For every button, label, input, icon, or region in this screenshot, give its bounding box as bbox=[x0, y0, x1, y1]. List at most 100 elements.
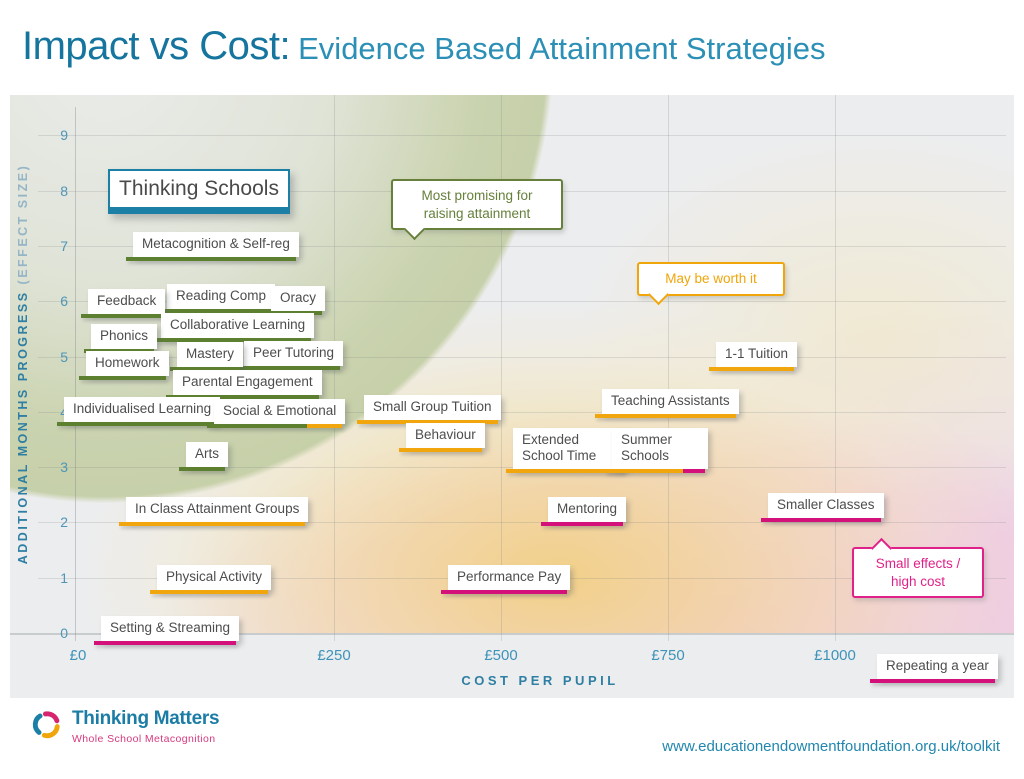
strategy-label-1-1-tuition: 1-1 Tuition bbox=[709, 342, 798, 371]
logo-name: Thinking Matters bbox=[72, 708, 220, 729]
y-tick-label: 1 bbox=[60, 569, 68, 586]
strategy-label-small-group-tuition: Small Group Tuition bbox=[357, 395, 501, 424]
y-tick-label: 9 bbox=[60, 127, 68, 144]
x-tick-label: £0 bbox=[69, 647, 87, 664]
callout-may-be-worth-it: May be worth it bbox=[637, 262, 785, 306]
strategy-underline bbox=[357, 419, 498, 424]
gridline-horizontal bbox=[38, 411, 1006, 413]
strategy-underline bbox=[79, 375, 166, 380]
callout-text-line: high cost bbox=[890, 573, 946, 589]
x-axis-label: COST PER PUPIL bbox=[461, 673, 619, 688]
strategy-underline bbox=[166, 394, 319, 399]
strategy-underline bbox=[207, 423, 343, 428]
callout-text-line: May be worth it bbox=[665, 271, 757, 286]
thinking-matters-logo-icon bbox=[32, 711, 60, 739]
y-tick-label: 2 bbox=[60, 514, 68, 531]
footer: Thinking Matters Whole School Metacognit… bbox=[0, 698, 1024, 779]
strategy-underline bbox=[399, 447, 482, 452]
y-tick-label: 6 bbox=[60, 293, 68, 310]
strategy-label-collaborative-learning: Collaborative Learning bbox=[154, 313, 315, 342]
strategy-label-repeating-a-year: Repeating a year bbox=[870, 654, 998, 683]
y-tick-label: 7 bbox=[60, 237, 68, 254]
gridline-vertical bbox=[668, 95, 669, 641]
strategy-underline bbox=[541, 521, 624, 526]
y-tick-label: 3 bbox=[60, 459, 68, 476]
strategy-underline bbox=[84, 348, 155, 353]
strategy-label-summer-schools: Summer Schools bbox=[605, 428, 708, 473]
strategy-label-feedback: Feedback bbox=[81, 289, 166, 318]
strategy-label-mastery: Mastery bbox=[170, 342, 244, 371]
gridline-horizontal bbox=[38, 522, 1006, 524]
gridline-vertical bbox=[501, 95, 502, 641]
strategy-underline bbox=[506, 468, 624, 473]
strategy-label-performance-pay: Performance Pay bbox=[441, 565, 571, 594]
toolkit-url-link[interactable]: www.educationendowmentfoundation.org.uk/… bbox=[662, 738, 1000, 755]
strategy-underline bbox=[709, 366, 795, 371]
y-axis-label-paren: (EFFECT SIZE) bbox=[16, 163, 30, 285]
strategy-label-behaviour: Behaviour bbox=[399, 423, 485, 452]
highlight-box-thinking-schools: Thinking Schools bbox=[108, 169, 290, 214]
y-axis-line bbox=[75, 107, 76, 641]
gridline-horizontal bbox=[38, 301, 1006, 303]
strategy-label-mentoring: Mentoring bbox=[541, 497, 627, 526]
callout-small-effects-high-cost: Small effects / high cost bbox=[852, 537, 984, 599]
gridline-horizontal bbox=[38, 245, 1006, 247]
strategy-label-reading-comp: Reading Comp bbox=[160, 284, 276, 313]
y-tick-label: 5 bbox=[60, 348, 68, 365]
logo-text: Thinking Matters Whole School Metacognit… bbox=[72, 708, 220, 745]
page-title: Impact vs Cost: Evidence Based Attainment… bbox=[22, 24, 825, 69]
strategy-underline bbox=[81, 313, 163, 318]
strategy-underline bbox=[119, 521, 306, 526]
strategy-underline bbox=[94, 640, 237, 645]
strategy-label-phonics: Phonics bbox=[84, 324, 158, 353]
strategy-label-metacognition-self-reg: Metacognition & Self-reg bbox=[126, 232, 299, 261]
strategy-underline bbox=[126, 256, 296, 261]
y-tick-label: 0 bbox=[60, 625, 68, 641]
strategy-label-peer-tutoring: Peer Tutoring bbox=[237, 341, 344, 370]
strategy-underline bbox=[237, 365, 341, 370]
strategy-label-physical-activity: Physical Activity bbox=[150, 565, 272, 594]
strategy-label-in-class-attainment-groups: In Class Attainment Groups bbox=[119, 497, 309, 526]
strategy-label-setting-streaming: Setting & Streaming bbox=[94, 616, 240, 645]
strategy-underline bbox=[264, 310, 323, 315]
callout-most-promising-for-raising-attainment: Most promising for raising attainment bbox=[391, 179, 563, 240]
strategy-label-teaching-assistants: Teaching Assistants bbox=[595, 389, 739, 418]
callout-text-line: Small effects / bbox=[875, 556, 961, 571]
impact-vs-cost-chart: ADDITIONAL MONTHS PROGRESS (EFFECT SIZE)… bbox=[10, 95, 1014, 698]
strategy-underline bbox=[179, 466, 226, 471]
x-axis-line bbox=[10, 633, 1014, 635]
strategy-label-extended-school-time: Extended School Time bbox=[506, 428, 627, 473]
strategy-label-arts: Arts bbox=[179, 442, 229, 471]
strategy-label-individualised-learning: Individualised Learning bbox=[57, 397, 221, 426]
thinking-matters-logo: Thinking Matters Whole School Metacognit… bbox=[30, 708, 220, 745]
x-tick-label: £1000 bbox=[814, 647, 856, 664]
gridline-horizontal bbox=[38, 135, 1006, 137]
strategy-underline bbox=[605, 468, 705, 473]
x-tick-label: £500 bbox=[484, 647, 518, 664]
callout-text-line: raising attainment bbox=[423, 205, 531, 221]
strategy-label-social-emotional: Social & Emotional bbox=[207, 399, 346, 428]
strategy-underline bbox=[441, 589, 568, 594]
strategy-label-smaller-classes: Smaller Classes bbox=[761, 493, 884, 522]
strategy-label-homework: Homework bbox=[79, 351, 169, 380]
gridline-vertical bbox=[835, 95, 836, 641]
strategy-underline bbox=[870, 678, 995, 683]
strategy-underline bbox=[595, 413, 736, 418]
strategy-underline bbox=[150, 589, 269, 594]
strategy-underline bbox=[160, 308, 273, 313]
strategy-label-oracy: Oracy bbox=[264, 286, 326, 315]
y-axis-label: ADDITIONAL MONTHS PROGRESS (EFFECT SIZE) bbox=[16, 95, 30, 633]
x-tick-label: £750 bbox=[651, 647, 685, 664]
logo-tagline: Whole School Metacognition bbox=[72, 733, 216, 745]
page-title-sub: Evidence Based Attainment Strategies bbox=[298, 31, 826, 66]
strategy-underline bbox=[154, 337, 312, 342]
strategy-underline bbox=[170, 366, 241, 371]
x-tick-label: £250 bbox=[317, 647, 351, 664]
y-tick-label: 8 bbox=[60, 182, 68, 199]
strategy-underline bbox=[57, 421, 218, 426]
callout-text-line: Most promising for bbox=[421, 188, 533, 203]
strategy-underline bbox=[761, 517, 881, 522]
strategy-label-parental-engagement: Parental Engagement bbox=[166, 370, 322, 399]
y-axis-label-main: ADDITIONAL MONTHS PROGRESS bbox=[16, 290, 30, 565]
